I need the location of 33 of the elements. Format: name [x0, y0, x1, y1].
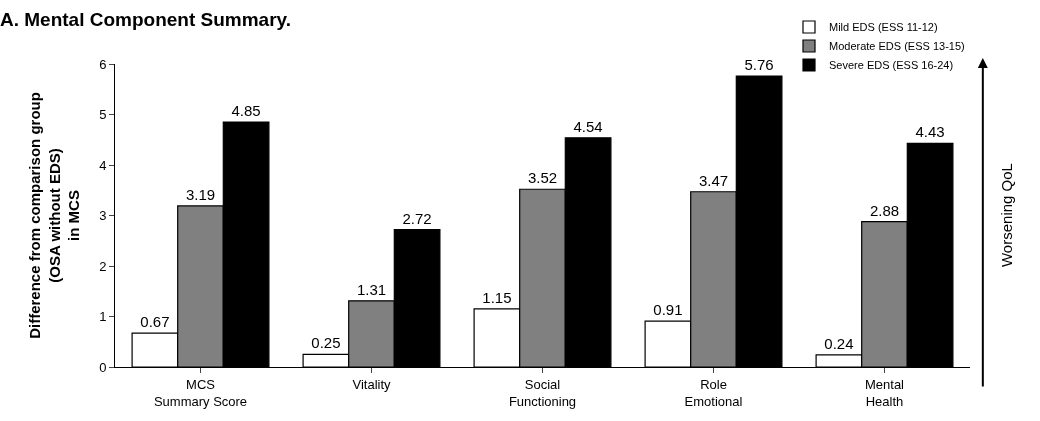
- data-label: 0.91: [653, 301, 683, 319]
- legend-label: Moderate EDS (ESS 13-15): [829, 40, 965, 53]
- y-tick-label: 1: [99, 309, 107, 325]
- legend-label: Mild EDS (ESS 11-12): [829, 21, 938, 34]
- text: Worsening QoL: [998, 163, 1016, 268]
- y-tick-label: 5: [99, 107, 107, 123]
- y-tick-label: 6: [99, 56, 107, 72]
- x-tick-label: Social Functioning: [508, 376, 577, 409]
- data-label: 0.67: [140, 313, 170, 331]
- data-label: 1.31: [356, 280, 387, 298]
- data-label: 4.43: [915, 123, 945, 141]
- data-label: 2.88: [869, 201, 900, 219]
- chart-title: A. Mental Component Summary.: [0, 8, 292, 30]
- x-tick-label: Vitality: [352, 376, 392, 392]
- data-label: 2.72: [402, 209, 432, 227]
- y-tick-label: 0: [99, 359, 107, 375]
- x-tick-label: Mental Health: [864, 376, 905, 409]
- data-label: 3.52: [527, 169, 558, 187]
- data-label: 3.19: [185, 185, 216, 203]
- y-tick-label: 3: [99, 208, 107, 224]
- data-label: 0.25: [311, 334, 341, 352]
- data-label: 4.85: [231, 102, 261, 120]
- data-label: 4.54: [573, 117, 603, 135]
- data-label: 3.47: [698, 171, 729, 189]
- data-label: 0.24: [824, 334, 854, 352]
- y-tick-label: 2: [99, 258, 107, 274]
- y-axis-title: Difference from comparison group (OSA without EDS) in MCS: [26, 92, 83, 339]
- x-tick-label: Role Emotional: [684, 376, 743, 409]
- data-label: 1.15: [482, 288, 512, 306]
- data-label: 5.76: [744, 56, 774, 74]
- y-tick-label: 4: [99, 157, 107, 173]
- x-tick-label: MCS Summary Score: [153, 376, 248, 409]
- legend-label: Severe EDS (ESS 16-24): [829, 59, 954, 72]
